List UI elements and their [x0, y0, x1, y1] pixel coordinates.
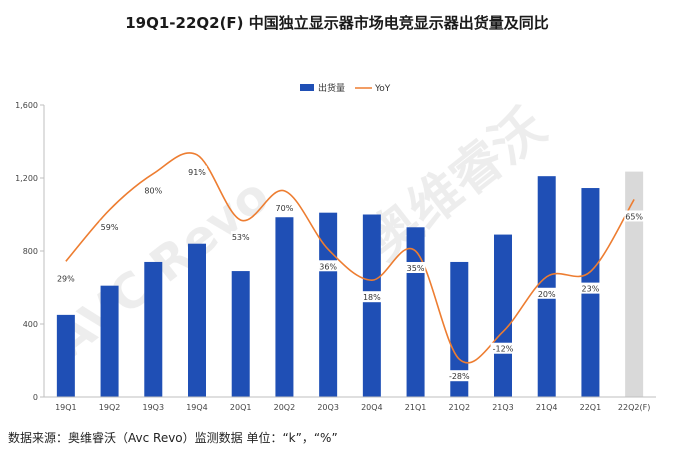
- y-tick-label: 1,200: [15, 174, 38, 183]
- yoy-label-bg: [230, 231, 251, 243]
- yoy-label: 65%: [625, 212, 643, 221]
- yoy-line: [65, 152, 635, 364]
- yoy-label-bg: [143, 184, 164, 196]
- yoy-label-bg: [624, 210, 644, 222]
- yoy-label-bg: [274, 201, 295, 213]
- yoy-label: -28%: [449, 372, 470, 381]
- yoy-label: -12%: [493, 345, 514, 354]
- x-tick-label: 20Q4: [361, 403, 383, 412]
- bar: [275, 217, 294, 397]
- yoy-labels: 29% 59% 80% 91% 53% 70% 36% 18% 35% -28% -12% 20% 23…: [56, 165, 644, 382]
- yoy-label: 18%: [363, 293, 381, 302]
- legend-bar-label: 出货量: [318, 82, 345, 94]
- yoy-label: 59%: [101, 223, 119, 232]
- x-tick-label: 19Q1: [55, 403, 77, 412]
- legend-line-label: YoY: [374, 84, 391, 94]
- yoy-label-bg: [318, 260, 338, 272]
- bar: [319, 212, 338, 397]
- yoy-label: 20%: [538, 290, 556, 299]
- legend-bar-swatch: [300, 84, 314, 91]
- yoy-label-bg: [99, 220, 120, 232]
- yoy-label: 23%: [582, 285, 600, 294]
- x-tick-label: 20Q2: [274, 403, 296, 412]
- x-tick-label: 22Q2(F): [618, 403, 650, 412]
- yoy-label-bg: [490, 342, 516, 354]
- bar: [100, 285, 119, 397]
- yoy-label-bg: [56, 272, 76, 284]
- x-tick-label: 20Q3: [317, 403, 339, 412]
- bars: [56, 171, 644, 397]
- yoy-label-bg: [536, 287, 557, 299]
- yoy-label: 29%: [57, 274, 75, 283]
- chart-title: 19Q1-22Q2(F) 中国独立显示器市场电竞显示器出货量及同比: [125, 14, 549, 32]
- x-tick-label: 21Q3: [492, 403, 514, 412]
- yoy-line-path: [65, 152, 635, 364]
- x-tick-label: 19Q2: [99, 403, 121, 412]
- bar: [144, 261, 163, 397]
- x-tick-label: 20Q1: [230, 403, 252, 412]
- legend: 出货量 YoY: [300, 82, 391, 94]
- x-tick-label: 21Q2: [448, 403, 470, 412]
- y-tick-label: 400: [23, 320, 38, 329]
- bar: [362, 214, 381, 397]
- yoy-label: 70%: [276, 204, 294, 213]
- bar: [406, 227, 425, 397]
- yoy-label: 91%: [188, 168, 206, 177]
- bar: [537, 176, 556, 397]
- bar: [494, 234, 512, 397]
- bar: [450, 261, 469, 397]
- watermark-cn: 奥维睿沃: [356, 97, 557, 272]
- yoy-label-bg: [580, 282, 601, 294]
- x-tick-label: 19Q3: [142, 403, 164, 412]
- x-axis: 19Q1 19Q2 19Q3 19Q4 20Q1 20Q2 20Q3 20Q4 21Q1 21Q2…: [44, 396, 656, 412]
- y-tick-label: 0: [33, 393, 38, 402]
- x-tick-label: 22Q1: [580, 403, 602, 412]
- bar: [231, 271, 250, 397]
- yoy-label-bg: [362, 291, 382, 303]
- x-tick-label: 19Q4: [186, 403, 208, 412]
- yoy-label-bg: [187, 165, 207, 177]
- y-tick-label: 800: [23, 247, 38, 256]
- yoy-label: 80%: [144, 187, 162, 196]
- bar: [56, 314, 75, 397]
- y-tick-label: 1,600: [15, 101, 38, 110]
- y-axis: 0 400 800 1,200 1,600: [15, 101, 45, 402]
- yoy-label-bg: [405, 262, 426, 273]
- bar: [625, 171, 644, 397]
- bar: [188, 243, 206, 397]
- yoy-label-bg: [446, 370, 472, 382]
- yoy-label: 36%: [319, 262, 337, 271]
- x-tick-label: 21Q1: [405, 403, 427, 412]
- x-tick-label: 21Q4: [536, 403, 558, 412]
- source-note: 数据来源：奥维睿沃（Avc Revo）监测数据 单位：“k”，“%”: [8, 431, 338, 445]
- yoy-label: 35%: [407, 264, 425, 273]
- yoy-label: 53%: [232, 233, 250, 242]
